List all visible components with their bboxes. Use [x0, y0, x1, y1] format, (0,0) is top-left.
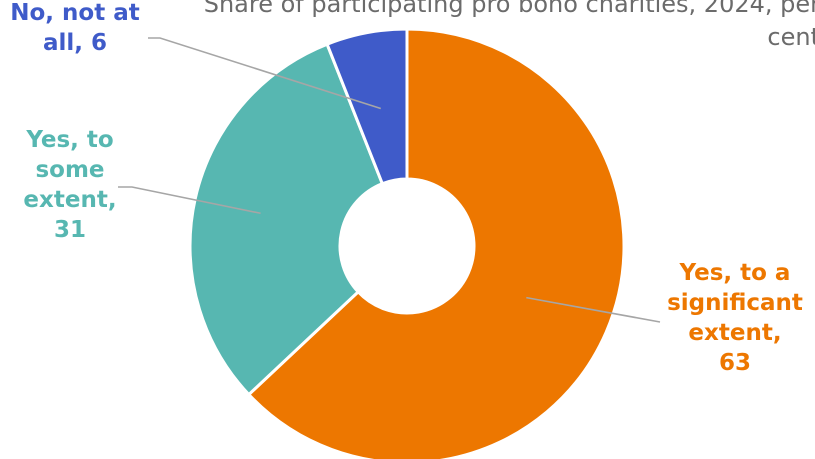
chart-subtitle: Share of participating pro bono charitie…: [203, 0, 815, 51]
slice-label-some: Yes, to some extent, 31: [23, 127, 117, 243]
slice-some: [188, 42, 385, 397]
slice-label-not-at-all: No, not at all, 6: [10, 0, 140, 56]
leader-some: [118, 186, 261, 215]
slice-significant: [246, 27, 626, 459]
leader-significant: [526, 296, 661, 323]
leader-not-at-all: [148, 37, 382, 110]
slice-not-at-all: [325, 27, 409, 186]
slice-label-significant: Yes, to a significant extent, 63: [667, 260, 803, 376]
